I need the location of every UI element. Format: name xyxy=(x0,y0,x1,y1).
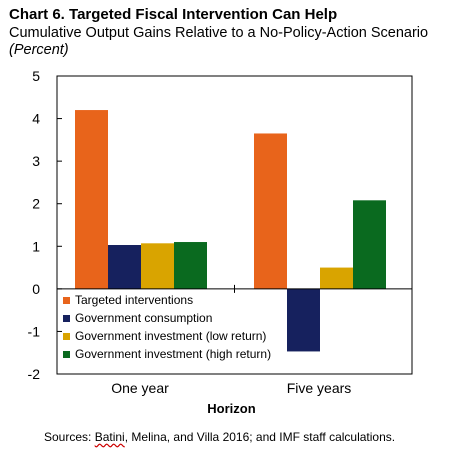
bar-1-1 xyxy=(287,288,320,352)
legend-label: Targeted interventions xyxy=(75,293,193,307)
bar-0-2 xyxy=(141,243,174,289)
bar-0-1 xyxy=(108,245,141,289)
bar-0-0 xyxy=(75,110,108,289)
plot-frame xyxy=(56,75,413,375)
bar-1-0 xyxy=(254,133,287,289)
legend-label: Government investment (high return) xyxy=(75,347,271,361)
source-note: Sources: Batini, Melina, and Villa 2016;… xyxy=(44,430,395,444)
x-tick-label: One year xyxy=(111,380,169,396)
legend-label: Government consumption xyxy=(75,311,212,325)
source-prefix: Sources: xyxy=(44,430,95,444)
source-author: Batini xyxy=(94,430,125,444)
y-tick-label: 5 xyxy=(32,68,40,84)
y-tick-label: -1 xyxy=(28,323,41,339)
labels-layer: -2 -1 0 1 2 3 4 5 One year Five years Horizon xyxy=(28,68,352,416)
axes-layer xyxy=(56,75,413,375)
chart-units: (Percent) xyxy=(9,42,69,58)
bar-0-3 xyxy=(174,242,207,289)
bar-1-3 xyxy=(353,200,386,289)
chart-subtitle: Cumulative Output Gains Relative to a No… xyxy=(9,25,429,41)
y-tick-label: 2 xyxy=(32,196,40,212)
x-axis-title: Horizon xyxy=(207,401,255,416)
source-rest: , Melina, and Villa 2016; and IMF staff … xyxy=(124,430,396,444)
legend-swatch xyxy=(63,297,70,304)
bars-layer xyxy=(75,110,386,352)
legend-label: Government investment (low return) xyxy=(75,329,266,343)
legend-swatch xyxy=(63,333,70,340)
y-tick-label: 0 xyxy=(32,281,40,297)
y-tick-label: -2 xyxy=(28,366,41,382)
y-tick-label: 3 xyxy=(32,153,40,169)
x-tick-label: Five years xyxy=(287,380,352,396)
chart-title: Chart 6. Targeted Fiscal Intervention Ca… xyxy=(9,6,338,23)
legend: Targeted interventions Government consump… xyxy=(63,293,271,361)
y-tick-label: 1 xyxy=(32,238,40,254)
y-tick-label: 4 xyxy=(32,111,40,127)
bar-1-2 xyxy=(320,267,353,289)
legend-swatch xyxy=(63,351,70,358)
legend-swatch xyxy=(63,315,70,322)
